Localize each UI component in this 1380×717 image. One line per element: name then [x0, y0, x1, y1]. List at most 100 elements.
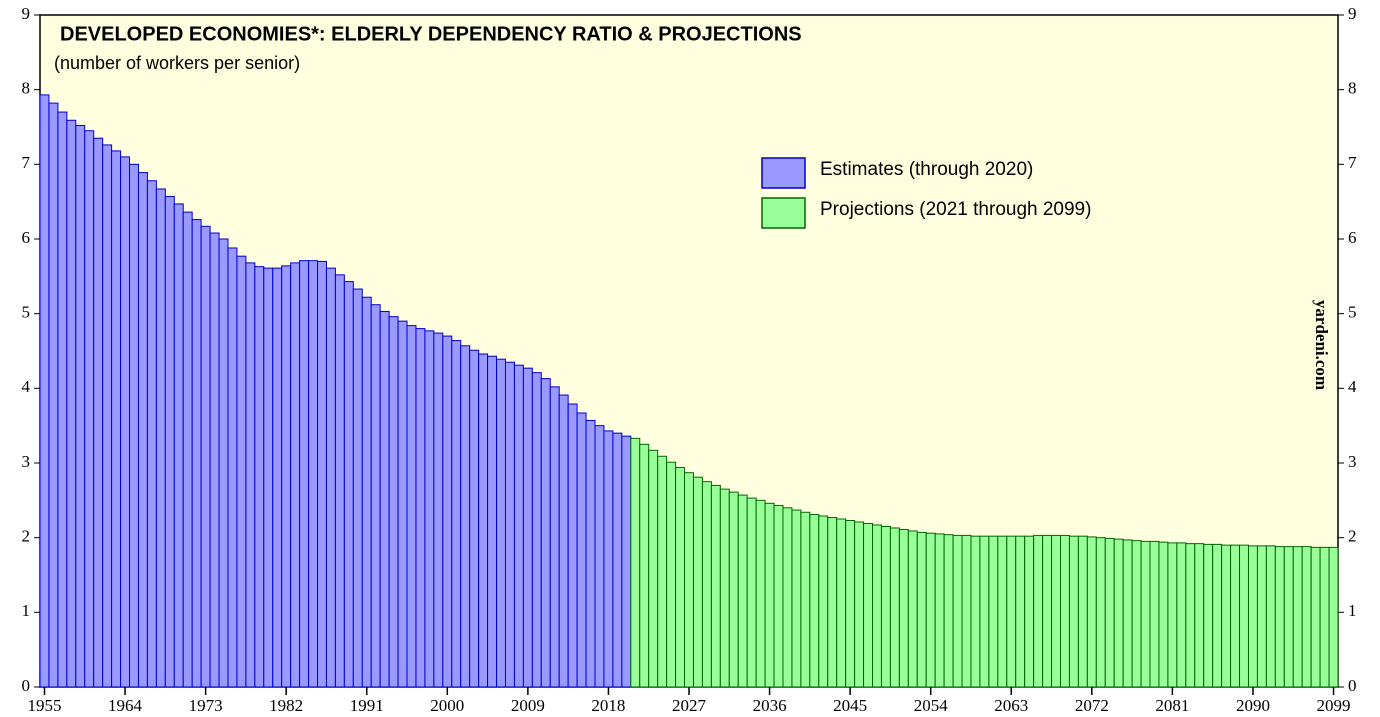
bar — [791, 509, 802, 688]
bar — [1122, 539, 1133, 688]
x-tick-label: 2018 — [591, 696, 625, 715]
bar — [397, 320, 408, 688]
x-tick-label: 2054 — [914, 696, 949, 715]
bar — [469, 349, 480, 688]
bar — [1176, 542, 1187, 688]
bar — [1104, 537, 1115, 688]
x-tick-label: 2000 — [430, 696, 464, 715]
bar — [728, 491, 739, 688]
bar — [854, 521, 865, 688]
bar — [961, 534, 972, 688]
bar — [129, 163, 139, 688]
bar — [773, 505, 784, 688]
legend-swatch — [761, 197, 806, 229]
y2-tick-label: 7 — [1348, 153, 1357, 172]
bar — [146, 180, 157, 688]
bar — [764, 502, 775, 688]
bar — [352, 288, 363, 688]
x-tick-label: 1991 — [350, 696, 384, 715]
bar — [1024, 535, 1035, 688]
bar — [701, 481, 712, 688]
bars — [39, 94, 1339, 688]
bar — [934, 533, 945, 688]
bar — [531, 372, 542, 688]
bar — [800, 511, 811, 688]
bar — [424, 330, 435, 688]
x-tick-label: 2036 — [753, 696, 787, 715]
bar — [1230, 544, 1241, 688]
bar — [1310, 546, 1321, 688]
x-tick-label: 2090 — [1236, 696, 1270, 715]
y2-tick-label: 1 — [1348, 601, 1357, 620]
bar — [334, 274, 345, 688]
bar — [952, 534, 963, 688]
bar — [880, 525, 891, 688]
bar — [872, 524, 882, 688]
bar — [1247, 545, 1258, 688]
bar — [272, 267, 283, 688]
bar — [93, 137, 104, 688]
legend-swatch — [761, 157, 806, 189]
bar — [325, 267, 336, 688]
bar — [907, 530, 918, 688]
bar — [120, 156, 131, 688]
bar — [137, 172, 148, 688]
bar — [433, 332, 444, 688]
bar — [487, 355, 498, 688]
bar — [1292, 546, 1303, 688]
bar — [1042, 534, 1053, 688]
bar — [558, 394, 569, 688]
bar — [1158, 541, 1169, 688]
bar — [442, 335, 453, 688]
bar — [621, 435, 632, 688]
x-tick-label: 1982 — [269, 696, 303, 715]
x-tick-label: 1955 — [27, 696, 61, 715]
bar — [630, 437, 641, 688]
bar — [1301, 546, 1312, 688]
chart-title: DEVELOPED ECONOMIES*: ELDERLY DEPENDENCY… — [60, 23, 802, 45]
bar — [406, 325, 417, 688]
bar — [1051, 534, 1061, 688]
bar — [504, 361, 515, 688]
bar — [1086, 536, 1097, 688]
bar — [692, 476, 703, 688]
bar — [1131, 540, 1142, 688]
bar — [1265, 545, 1276, 688]
bar — [719, 488, 730, 688]
x-tick-label: 2009 — [511, 696, 545, 715]
y-tick-label: 3 — [22, 452, 31, 471]
source: yardeni.com — [1312, 300, 1331, 390]
bar — [648, 449, 659, 688]
bar — [281, 265, 292, 688]
bar — [1059, 534, 1070, 688]
x-tick-label: 2045 — [833, 696, 867, 715]
bar — [102, 144, 113, 688]
bar — [540, 378, 551, 688]
bar — [889, 527, 900, 688]
x-tick-label: 1964 — [108, 696, 143, 715]
bar — [415, 328, 426, 688]
bar — [227, 247, 238, 688]
bar — [379, 310, 390, 688]
bar — [111, 150, 122, 688]
bar — [236, 255, 247, 688]
x-tick-label: 2099 — [1317, 696, 1351, 715]
bar — [639, 443, 650, 688]
bar — [1256, 545, 1267, 688]
bar — [1212, 543, 1223, 688]
bar — [836, 518, 847, 688]
bar — [997, 535, 1008, 688]
bar — [988, 535, 999, 688]
bar — [164, 195, 175, 688]
bar — [809, 514, 820, 688]
bar — [1239, 544, 1249, 688]
y2-tick-label: 8 — [1348, 79, 1357, 98]
bar — [782, 507, 793, 688]
bar — [863, 522, 874, 688]
bar — [755, 499, 766, 688]
y2-tick-label: 2 — [1348, 527, 1357, 546]
y-tick-label: 9 — [22, 4, 31, 23]
bar — [1274, 546, 1285, 688]
bar — [84, 130, 95, 688]
